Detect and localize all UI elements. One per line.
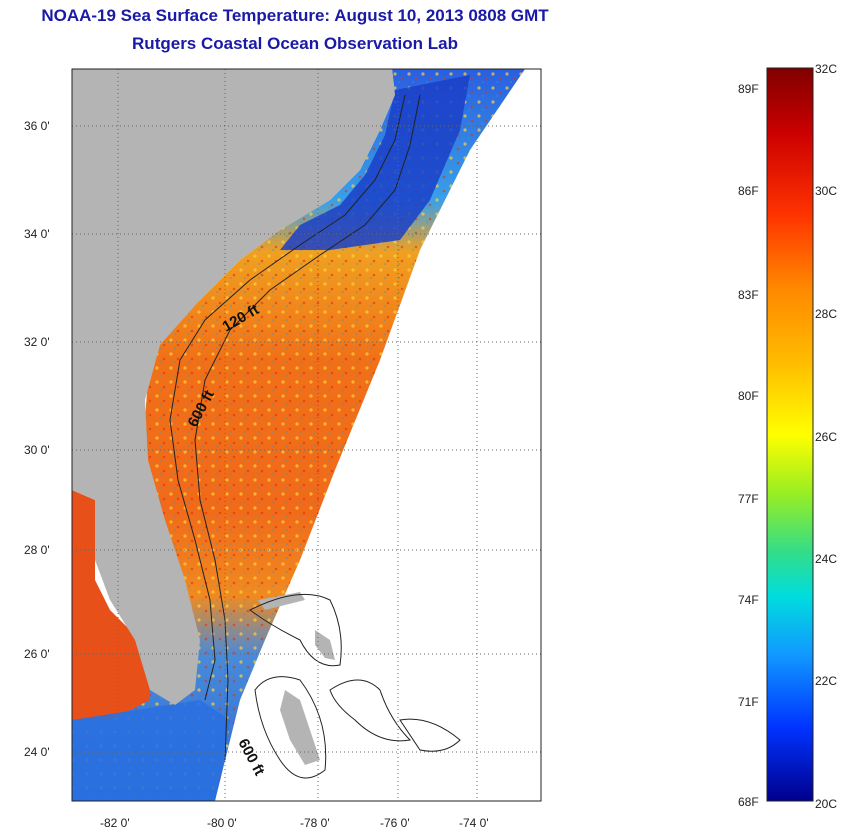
colorbar-f-label: 89F bbox=[738, 82, 759, 96]
lat-tick-label: 30 0' bbox=[24, 443, 50, 457]
land-mainland bbox=[72, 69, 395, 705]
colorbar-c-label: 26C bbox=[815, 430, 837, 444]
colorbar-f-label: 74F bbox=[738, 593, 759, 607]
lat-tick-label: 24 0' bbox=[24, 745, 50, 759]
lon-tick-label: -76 0' bbox=[380, 816, 410, 830]
colorbar-c-label: 22C bbox=[815, 674, 837, 688]
colorbar-f-label: 83F bbox=[738, 288, 759, 302]
colorbar-c-label: 30C bbox=[815, 184, 837, 198]
isobath-120ft-line bbox=[169, 94, 406, 701]
colorbar-c-label: 32C bbox=[815, 62, 837, 76]
lat-tick-label: 28 0' bbox=[24, 543, 50, 557]
colorbar bbox=[766, 67, 814, 802]
colorbar-c-label: 24C bbox=[815, 552, 837, 566]
colorbar-f-label: 71F bbox=[738, 695, 759, 709]
lon-tick-label: -82 0' bbox=[100, 816, 130, 830]
colorbar-f-label: 86F bbox=[738, 184, 759, 198]
lat-tick-label: 26 0' bbox=[24, 647, 50, 661]
lat-tick-label: 34 0' bbox=[24, 227, 50, 241]
lon-tick-label: -78 0' bbox=[300, 816, 330, 830]
colorbar-f-label: 68F bbox=[738, 795, 759, 809]
lon-tick-label: -80 0' bbox=[207, 816, 237, 830]
land-abaco bbox=[315, 630, 335, 660]
lat-tick-label: 32 0' bbox=[24, 335, 50, 349]
isobath-600ft-line bbox=[194, 94, 421, 761]
lon-tick-label: -74 0' bbox=[459, 816, 489, 830]
colorbar-f-label: 77F bbox=[738, 492, 759, 506]
colorbar-c-label: 20C bbox=[815, 797, 837, 811]
land-grand-bahama bbox=[258, 592, 305, 610]
colorbar-f-label: 80F bbox=[738, 389, 759, 403]
lat-tick-label: 36 0' bbox=[24, 119, 50, 133]
land-andros bbox=[280, 690, 320, 765]
plot-frame bbox=[71, 68, 542, 802]
map-subtitle: Rutgers Coastal Ocean Observation Lab bbox=[132, 34, 458, 53]
gulf-sst bbox=[72, 490, 150, 720]
cold-coastal-water bbox=[280, 75, 470, 250]
colorbar-c-label: 28C bbox=[815, 307, 837, 321]
keys-cool-water bbox=[72, 700, 230, 801]
map-title: NOAA-19 Sea Surface Temperature: August … bbox=[41, 6, 549, 25]
